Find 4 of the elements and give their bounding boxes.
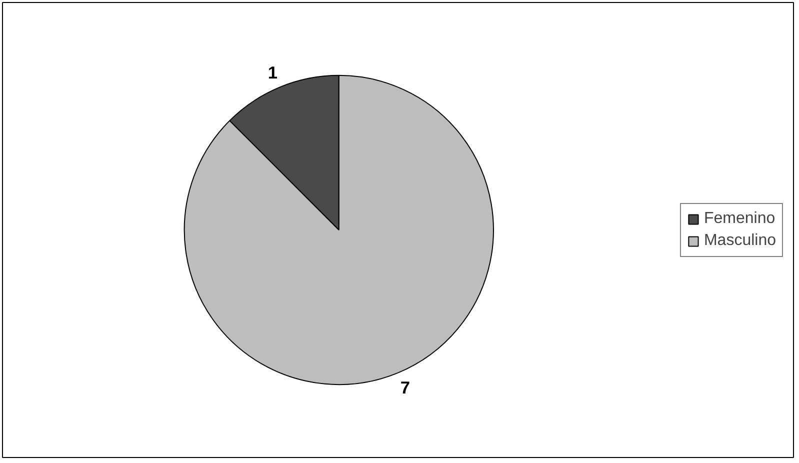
legend-label: Masculino: [704, 232, 776, 250]
data-label: 7: [400, 378, 410, 398]
data-label: 1: [268, 62, 278, 82]
legend-label: Femenino: [704, 210, 776, 228]
